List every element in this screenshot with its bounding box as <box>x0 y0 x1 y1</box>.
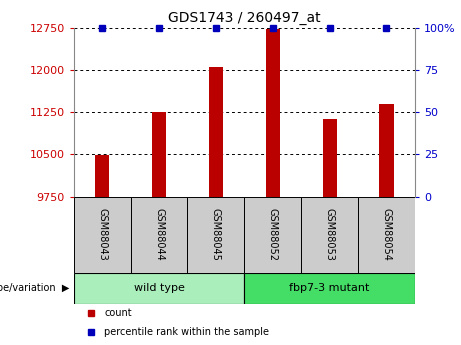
Title: GDS1743 / 260497_at: GDS1743 / 260497_at <box>168 11 321 25</box>
Bar <box>152 111 166 197</box>
Bar <box>95 155 109 197</box>
Text: GSM88044: GSM88044 <box>154 208 164 261</box>
Bar <box>130 197 188 273</box>
Text: GSM88053: GSM88053 <box>325 208 335 261</box>
Bar <box>244 197 301 273</box>
Text: count: count <box>105 308 132 318</box>
Bar <box>358 197 415 273</box>
Text: GSM88054: GSM88054 <box>381 208 391 261</box>
Text: fbp7-3 mutant: fbp7-3 mutant <box>290 283 370 293</box>
Bar <box>379 104 394 197</box>
Bar <box>74 197 130 273</box>
Bar <box>323 119 337 197</box>
Text: percentile rank within the sample: percentile rank within the sample <box>105 327 270 337</box>
Text: GSM88052: GSM88052 <box>268 208 278 261</box>
Text: wild type: wild type <box>134 283 184 293</box>
Bar <box>301 197 358 273</box>
Text: genotype/variation  ▶: genotype/variation ▶ <box>0 283 69 293</box>
Bar <box>266 29 280 197</box>
Text: GSM88043: GSM88043 <box>97 208 107 261</box>
Bar <box>188 197 244 273</box>
Text: GSM88045: GSM88045 <box>211 208 221 261</box>
Bar <box>244 273 415 304</box>
Bar <box>74 273 244 304</box>
Bar <box>209 67 223 197</box>
